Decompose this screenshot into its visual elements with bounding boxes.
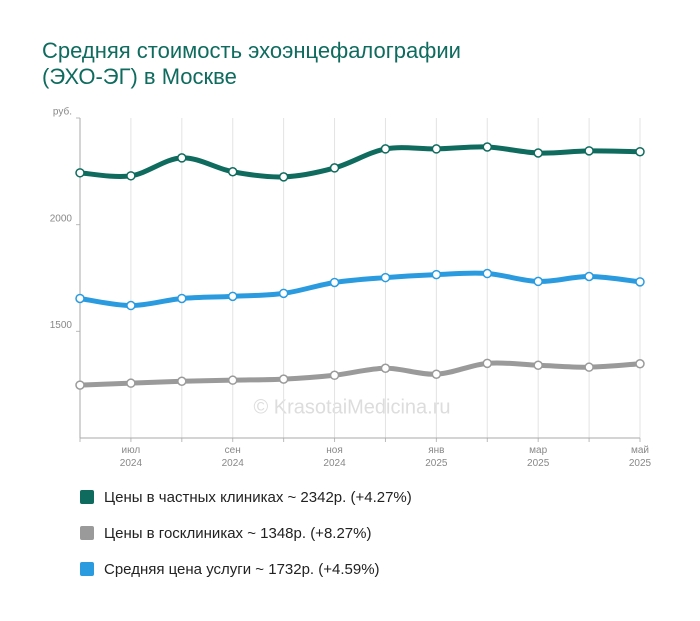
data-point (533, 360, 543, 371)
data-point (635, 146, 645, 157)
data-point (482, 268, 493, 279)
data-point (635, 277, 645, 287)
data-point (431, 369, 442, 379)
legend-swatch (80, 526, 94, 540)
data-point (635, 359, 645, 369)
data-point (75, 293, 85, 304)
series-line (77, 360, 643, 388)
legend-label: Средняя цена услуги ~ 1732р. (+4.59%) (104, 561, 380, 578)
data-point (75, 168, 85, 178)
data-point (431, 144, 442, 154)
data-point (482, 358, 493, 369)
data-point (431, 269, 442, 280)
data-point (584, 146, 594, 156)
y-tick-label: 1500 (50, 320, 73, 331)
data-point (278, 374, 289, 384)
data-point (380, 144, 391, 154)
data-point (329, 163, 340, 173)
data-point (533, 276, 543, 287)
legend-swatch (80, 490, 94, 504)
data-point (278, 288, 289, 299)
x-tick-label: ноя 2024 (323, 445, 346, 469)
y-tick-label: 2000 (50, 213, 73, 224)
data-point (584, 271, 594, 282)
data-point (227, 375, 238, 385)
data-point (126, 300, 136, 311)
data-point (329, 277, 340, 288)
data-point (227, 291, 238, 302)
data-point (380, 363, 391, 373)
data-point (126, 171, 136, 181)
data-point (177, 153, 187, 163)
watermark: © KrasotaiMedicina.ru (253, 396, 450, 418)
data-point (278, 172, 289, 182)
data-point (75, 380, 85, 390)
data-point (177, 293, 187, 304)
legend-swatch (80, 562, 94, 576)
data-point (126, 378, 136, 388)
y-tick-label: руб. (53, 106, 72, 118)
data-point (584, 362, 594, 372)
data-point (482, 142, 493, 152)
legend-label: Цены в госклиниках ~ 1348р. (+8.27%) (104, 525, 371, 542)
series-line (77, 144, 643, 180)
x-tick-label: сен 2024 (222, 445, 245, 469)
data-point (329, 370, 340, 381)
x-tick-label: янв 2025 (425, 445, 448, 469)
chart-title: (ЭХО-ЭГ) в Москве (42, 64, 237, 89)
x-tick-label: мар 2025 (527, 445, 550, 469)
legend-label: Цены в частных клиниках ~ 2342р. (+4.27%… (104, 489, 412, 506)
x-tick-label: июл 2024 (120, 445, 143, 469)
x-tick-label: май 2025 (629, 445, 652, 469)
data-point (177, 376, 187, 387)
data-point (227, 167, 238, 177)
data-point (533, 148, 543, 158)
data-point (380, 272, 391, 283)
chart-title: Средняя стоимость эхоэнцефалографии (42, 38, 461, 63)
series-line (77, 270, 643, 309)
